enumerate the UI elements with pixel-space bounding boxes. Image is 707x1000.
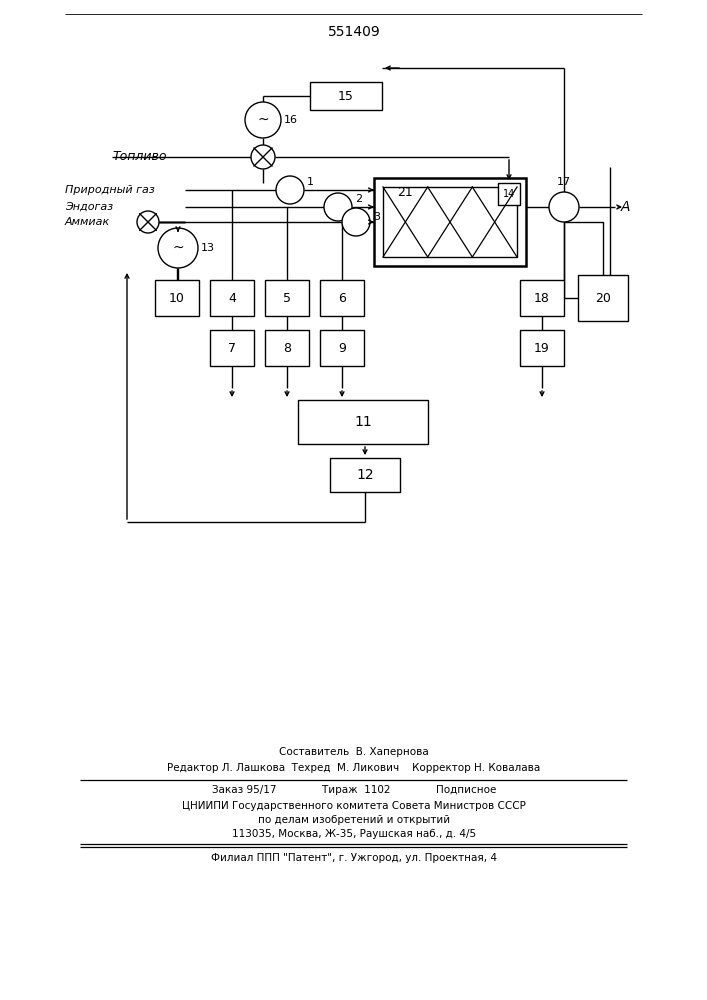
Circle shape xyxy=(137,211,159,233)
Text: ЦНИИПИ Государственного комитета Совета Министров СССР: ЦНИИПИ Государственного комитета Совета … xyxy=(182,801,526,811)
Bar xyxy=(520,280,564,316)
Text: 21: 21 xyxy=(397,186,413,198)
Text: Природный газ: Природный газ xyxy=(65,185,155,195)
Text: 10: 10 xyxy=(169,292,185,304)
Text: 113035, Москва, Ж-35, Раушская наб., д. 4/5: 113035, Москва, Ж-35, Раушская наб., д. … xyxy=(232,829,476,839)
Circle shape xyxy=(245,102,281,138)
Text: 17: 17 xyxy=(557,177,571,187)
Bar xyxy=(374,178,526,266)
Circle shape xyxy=(549,192,579,222)
Text: 8: 8 xyxy=(283,342,291,355)
Text: Аммиак: Аммиак xyxy=(65,217,110,227)
Bar xyxy=(265,280,309,316)
Text: 1: 1 xyxy=(307,177,314,187)
Bar xyxy=(155,280,199,316)
Bar xyxy=(210,280,254,316)
Text: 11: 11 xyxy=(354,415,372,429)
Text: 3: 3 xyxy=(373,212,380,222)
Circle shape xyxy=(324,193,352,221)
Text: 2: 2 xyxy=(355,194,362,204)
Text: по делам изобретений и открытий: по делам изобретений и открытий xyxy=(258,815,450,825)
Circle shape xyxy=(276,176,304,204)
Text: 16: 16 xyxy=(284,115,298,125)
Circle shape xyxy=(251,145,275,169)
Bar xyxy=(210,330,254,366)
Circle shape xyxy=(158,228,198,268)
Bar xyxy=(320,280,364,316)
Text: 6: 6 xyxy=(338,292,346,304)
Bar xyxy=(578,275,628,321)
Text: Филиал ППП "Патент", г. Ужгород, ул. Проектная, 4: Филиал ППП "Патент", г. Ужгород, ул. Про… xyxy=(211,853,497,863)
Text: Эндогаз: Эндогаз xyxy=(65,202,113,212)
Bar xyxy=(520,330,564,366)
Bar xyxy=(320,330,364,366)
Text: ~: ~ xyxy=(257,113,269,127)
Bar xyxy=(498,183,520,205)
Bar xyxy=(265,330,309,366)
Text: 551409: 551409 xyxy=(327,25,380,39)
Text: 20: 20 xyxy=(595,292,611,304)
Text: 18: 18 xyxy=(534,292,550,304)
Bar xyxy=(330,458,400,492)
Text: Редактор Л. Лашкова  Техред  М. Ликович    Корректор Н. Ковалава: Редактор Л. Лашкова Техред М. Ликович Ко… xyxy=(168,763,541,773)
Text: 9: 9 xyxy=(338,342,346,355)
Text: Заказ 95/17              Тираж  1102              Подписное: Заказ 95/17 Тираж 1102 Подписное xyxy=(212,785,496,795)
Text: 13: 13 xyxy=(201,243,215,253)
Text: 4: 4 xyxy=(228,292,236,304)
Text: 12: 12 xyxy=(356,468,374,482)
Bar xyxy=(310,82,382,110)
Text: 5: 5 xyxy=(283,292,291,304)
Text: 19: 19 xyxy=(534,342,550,355)
Text: 7: 7 xyxy=(228,342,236,355)
Text: А: А xyxy=(620,200,630,214)
Bar xyxy=(298,400,428,444)
Text: 14: 14 xyxy=(503,189,515,199)
Text: 15: 15 xyxy=(338,90,354,103)
Text: ~: ~ xyxy=(173,241,184,255)
Bar xyxy=(383,187,517,257)
Text: Составитель  В. Хапернова: Составитель В. Хапернова xyxy=(279,747,429,757)
Circle shape xyxy=(342,208,370,236)
Text: Топливо: Топливо xyxy=(112,150,167,163)
